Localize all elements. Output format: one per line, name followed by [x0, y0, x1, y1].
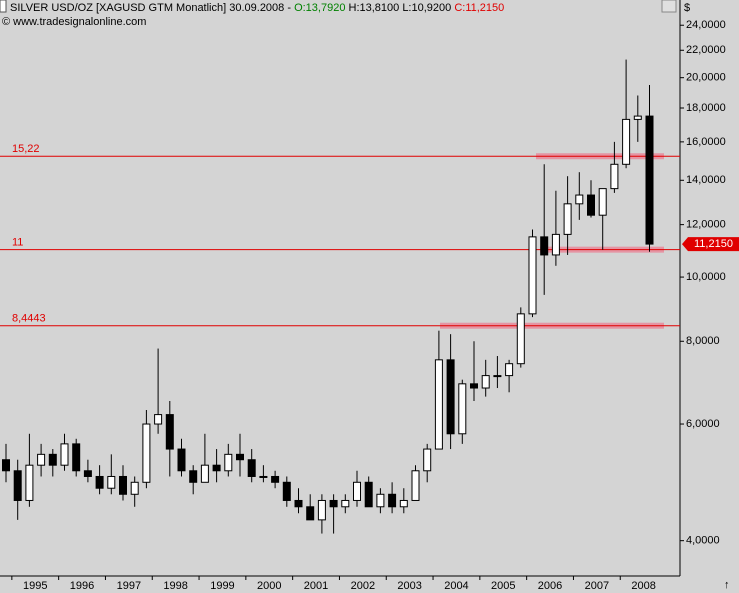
candle-body [306, 506, 315, 521]
candle-body [528, 236, 537, 315]
y-tick-label: 12,0000 [686, 219, 726, 231]
candle-body [271, 475, 280, 483]
y-tick-label: 10,0000 [686, 271, 726, 283]
currency: $ [684, 2, 690, 14]
candle-body [505, 363, 514, 377]
x-tick-label: 2005 [491, 580, 515, 592]
candle-body [48, 453, 57, 466]
x-tick-label: 2008 [631, 580, 655, 592]
last-price-label: 11,2150 [694, 238, 733, 250]
y-tick-label: 4,0000 [686, 535, 720, 547]
y-tick-label: 14,0000 [686, 174, 726, 186]
last-price-tag [682, 237, 739, 252]
y-tick-label: 18,0000 [686, 102, 726, 114]
candle-body [95, 475, 104, 489]
x-tick-label: 2002 [351, 580, 375, 592]
x-tick-label: 1996 [70, 580, 94, 592]
candle-body [212, 464, 221, 472]
x-tick-label: 1999 [210, 580, 234, 592]
candle-body [200, 464, 209, 483]
candle-body [130, 481, 139, 495]
header-high-low: H:13,8100 L:10,9200 [349, 2, 452, 14]
candle-body [563, 203, 572, 235]
header: SILVER USD/OZ [XAGUSD GTM Monatlich] 30.… [10, 2, 504, 14]
candle-body [177, 448, 186, 472]
y-tick-label: 20,0000 [686, 72, 726, 84]
candle-body [645, 115, 654, 245]
candle-body [633, 115, 642, 120]
candle-body [481, 375, 490, 389]
candle-body [516, 313, 525, 365]
candle-body [423, 448, 432, 472]
candle-body [189, 470, 198, 483]
y-tick-label: 22,0000 [686, 44, 726, 56]
x-tick-label: 2001 [304, 580, 328, 592]
candle-body [411, 470, 420, 501]
header-open: O:13,7920 [294, 2, 345, 14]
candle-body [247, 459, 256, 477]
candle-body [83, 470, 92, 477]
candle-body [434, 359, 443, 450]
candle-body [329, 499, 338, 508]
scroll-arrow: ↑ [724, 579, 730, 591]
candle-body [165, 414, 174, 450]
candle-body [294, 499, 303, 508]
candle-body [142, 423, 151, 483]
x-tick-label: 2007 [585, 580, 609, 592]
candle-body [399, 499, 408, 508]
candle-body [587, 194, 595, 216]
candle-body [37, 453, 46, 466]
y-tick-label: 6,0000 [686, 418, 720, 430]
y-tick-label: 16,0000 [686, 136, 726, 148]
candle-body [575, 194, 584, 205]
x-tick-label: 2003 [397, 580, 421, 592]
candle-body [282, 481, 291, 501]
candle-body [224, 453, 233, 472]
candle-body [72, 443, 81, 472]
candle-body [259, 475, 268, 478]
candle-body [470, 383, 478, 389]
x-tick-label: 1995 [23, 580, 47, 592]
level-label: 8,4443 [12, 313, 46, 325]
candle-body [341, 499, 350, 508]
candle-body [25, 464, 34, 501]
candle-body [107, 475, 116, 489]
candle-body [154, 414, 163, 425]
candle-body [376, 493, 385, 508]
candle-body [493, 375, 502, 378]
candle-body [458, 383, 467, 435]
candle-body [353, 481, 361, 501]
candle-body [388, 493, 397, 508]
candle-body [622, 118, 631, 165]
level-label: 15,22 [12, 143, 40, 155]
candle-body [317, 499, 326, 521]
level-label: 11 [12, 237, 23, 249]
candle-body [2, 459, 10, 472]
x-tick-label: 1998 [163, 580, 187, 592]
y-tick-label: 8,0000 [686, 335, 720, 347]
copyright: © www.tradesignalonline.com [2, 16, 146, 28]
header-icon [0, 0, 7, 13]
header-title: SILVER USD/OZ [XAGUSD GTM Monatlich] 30.… [10, 2, 294, 14]
y-tick-label: 24,0000 [686, 19, 726, 31]
x-tick-label: 2004 [444, 580, 468, 592]
x-tick-label: 2006 [538, 580, 562, 592]
candle-body [60, 443, 69, 466]
candle-body [236, 453, 244, 461]
header-close: C:11,2150 [454, 2, 504, 14]
scroll-button[interactable] [661, 0, 677, 13]
candle-body [598, 188, 607, 216]
candle-body [551, 233, 560, 256]
candle-body [13, 470, 22, 501]
candle-body [364, 481, 373, 508]
candle-body [446, 359, 455, 435]
candle-body [540, 236, 549, 256]
x-tick-label: 1997 [117, 580, 141, 592]
candle-body [610, 163, 619, 190]
x-tick-label: 2000 [257, 580, 281, 592]
candle-body [119, 475, 127, 495]
